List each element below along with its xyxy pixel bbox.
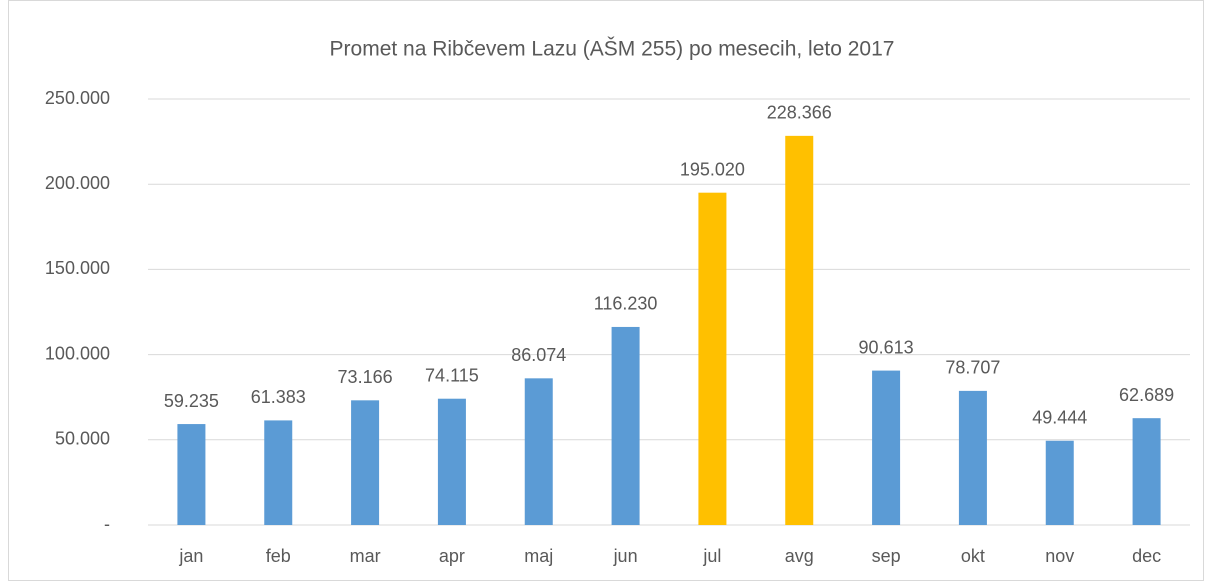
data-label: 73.166 — [338, 367, 393, 387]
bar — [351, 400, 380, 525]
y-tick-label: 250.000 — [45, 88, 110, 108]
data-label: 78.707 — [945, 358, 1000, 378]
bar — [611, 326, 640, 525]
x-tick-label: jan — [178, 546, 203, 566]
x-tick-label: feb — [266, 546, 291, 566]
data-label: 59.235 — [164, 391, 219, 411]
bar — [785, 135, 814, 526]
y-tick-label: - — [104, 514, 110, 534]
x-tick-label: maj — [524, 546, 553, 566]
bar — [264, 420, 293, 525]
data-label: 90.613 — [859, 337, 914, 357]
x-tick-label: jul — [702, 546, 721, 566]
data-label: 86.074 — [511, 345, 566, 365]
y-tick-label: 150.000 — [45, 258, 110, 278]
chart-frame — [8, 0, 1204, 581]
bar — [1045, 440, 1074, 525]
y-tick-label: 100.000 — [45, 343, 110, 363]
data-label: 116.230 — [594, 294, 658, 314]
data-label: 61.383 — [251, 387, 306, 407]
x-tick-label: mar — [350, 546, 381, 566]
bar — [698, 192, 727, 525]
y-tick-label: 50.000 — [55, 429, 110, 449]
bar — [1132, 418, 1161, 525]
x-tick-label: jun — [613, 546, 638, 566]
x-tick-label: dec — [1132, 546, 1161, 566]
x-tick-label: okt — [961, 546, 985, 566]
data-label: 49.444 — [1032, 407, 1087, 427]
bar — [958, 390, 987, 525]
y-tick-label: 200.000 — [45, 173, 110, 193]
bar — [177, 424, 206, 525]
data-label: 74.115 — [425, 365, 479, 385]
x-tick-label: avg — [785, 546, 814, 566]
data-label: 228.366 — [767, 103, 832, 123]
bar — [872, 370, 901, 525]
x-tick-label: apr — [439, 546, 465, 566]
x-tick-label: sep — [872, 546, 901, 566]
bar — [437, 398, 466, 525]
data-label: 62.689 — [1119, 385, 1174, 405]
chart-title: Promet na Ribčevem Lazu (AŠM 255) po mes… — [330, 38, 895, 61]
data-label: 195.020 — [680, 159, 745, 179]
bar — [524, 378, 553, 525]
x-tick-label: nov — [1045, 546, 1074, 566]
